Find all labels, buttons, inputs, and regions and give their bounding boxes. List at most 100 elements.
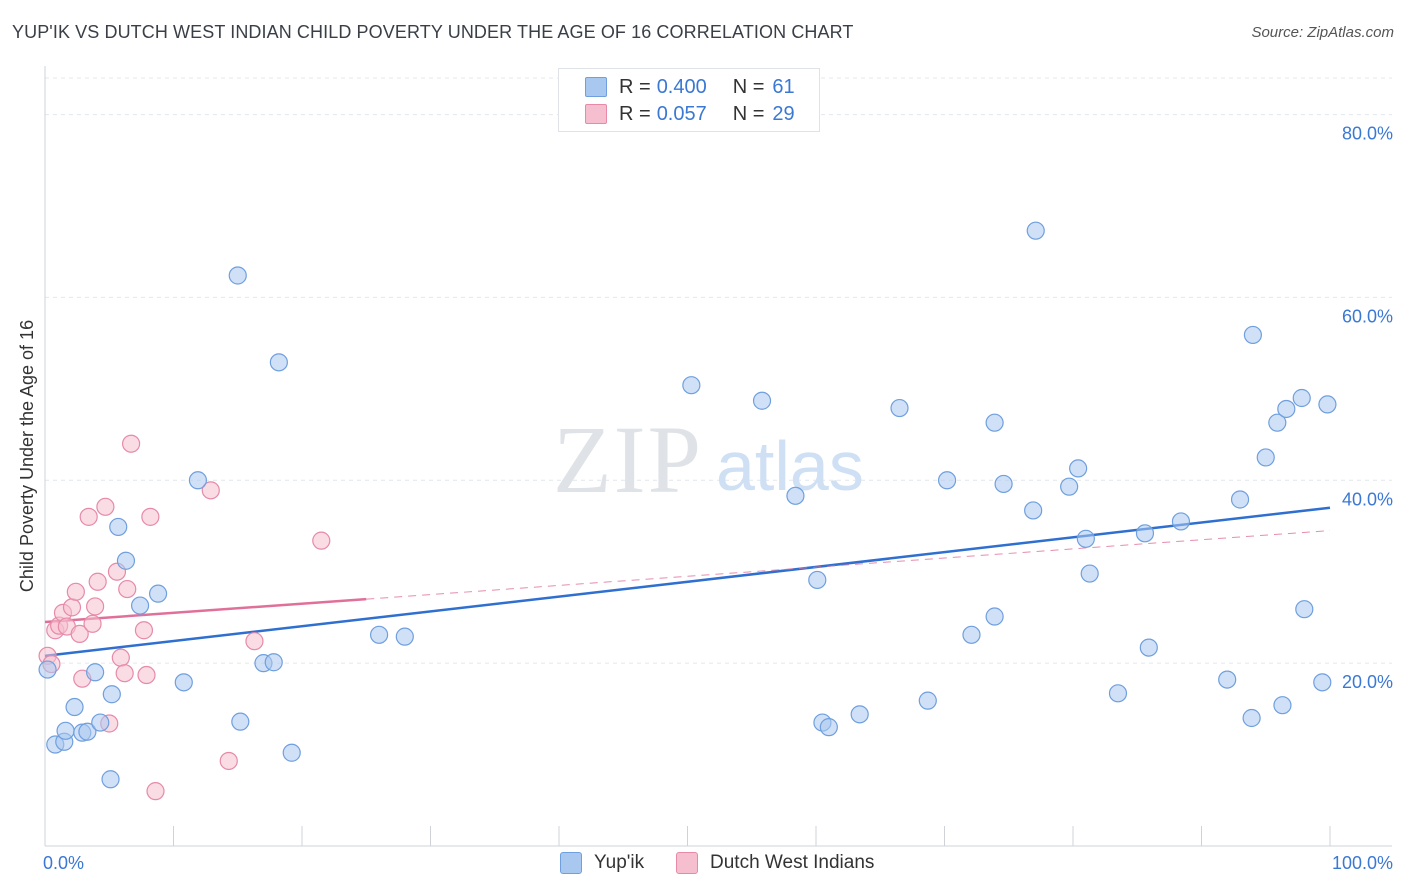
legend-r-value: 0.400 <box>656 75 707 98</box>
series-swatch-yupik <box>560 852 582 874</box>
data-points <box>38 221 1337 801</box>
data-point <box>937 471 957 490</box>
data-point <box>1230 490 1250 509</box>
legend-swatch-dutch-west-indians <box>585 104 607 124</box>
y-tick-label: 40.0% <box>1342 489 1393 509</box>
data-point <box>1277 399 1296 419</box>
trend-line <box>44 506 1331 658</box>
y-tick-label: 80.0% <box>1342 124 1393 144</box>
data-point <box>1024 501 1043 520</box>
data-point <box>231 712 250 731</box>
legend-n-label: N = <box>732 102 765 125</box>
chart-title: YUP'IK VS DUTCH WEST INDIAN CHILD POVERT… <box>12 22 854 42</box>
data-point <box>370 625 389 644</box>
data-point <box>111 648 130 667</box>
data-point <box>78 722 97 741</box>
tick-labels: 20.0% 40.0% 60.0% 80.0% 0.0% 100.0% <box>43 124 1393 873</box>
data-point <box>102 685 121 704</box>
series-label-yupik: Yup'ik <box>594 852 645 873</box>
data-point <box>38 660 57 679</box>
data-point <box>245 632 264 651</box>
data-point <box>121 434 141 453</box>
source-label: Source: ZipAtlas.com <box>1251 24 1394 41</box>
data-point <box>141 507 160 526</box>
data-point <box>1069 459 1088 478</box>
data-point <box>1273 696 1292 715</box>
watermark-zip: ZIP <box>553 406 703 513</box>
data-point <box>1256 448 1275 467</box>
data-point <box>137 665 156 685</box>
data-point <box>146 782 165 801</box>
data-point <box>86 663 105 682</box>
data-point <box>70 624 89 643</box>
series-label-dutch-west-indians: Dutch West Indians <box>710 852 875 873</box>
data-point <box>312 531 331 550</box>
series-legend-dutch-west-indians[interactable]: Dutch West Indians <box>676 852 874 874</box>
data-point <box>1292 388 1311 408</box>
data-point <box>1026 221 1045 240</box>
data-point <box>88 572 107 591</box>
data-point <box>395 627 414 646</box>
data-point <box>1295 600 1314 619</box>
data-point <box>148 584 168 603</box>
legend-r-label: R = <box>619 75 651 98</box>
data-point <box>890 398 909 418</box>
legend-n-value: 29 <box>772 102 795 125</box>
data-point <box>1313 673 1332 692</box>
data-point <box>174 673 193 692</box>
grid-lines <box>45 77 1392 664</box>
data-point <box>91 713 110 732</box>
data-point <box>62 598 82 617</box>
data-point <box>115 664 134 683</box>
watermark: ZIP atlas <box>553 406 864 513</box>
data-point <box>1135 524 1155 543</box>
trend-line-extension <box>366 530 1331 600</box>
data-point <box>79 507 98 526</box>
data-point <box>1268 413 1287 432</box>
data-point <box>819 718 838 737</box>
data-point <box>786 486 805 505</box>
y-tick-label: 20.0% <box>1342 672 1393 692</box>
series-legend-yupik[interactable]: Yup'ik <box>560 852 644 874</box>
data-point <box>65 697 84 717</box>
legend-r-value: 0.057 <box>656 102 707 125</box>
data-point <box>188 471 208 490</box>
data-point <box>1242 708 1261 728</box>
data-point <box>1080 564 1099 583</box>
data-point <box>282 743 301 762</box>
data-point <box>86 597 105 616</box>
data-point <box>228 266 247 285</box>
data-point <box>1076 529 1095 548</box>
data-point <box>109 517 128 537</box>
data-point <box>1218 670 1237 689</box>
data-point <box>96 497 115 516</box>
data-point <box>130 596 150 615</box>
series-swatch-dutch-west-indians <box>676 852 698 874</box>
legend-n-label: N = <box>732 75 765 98</box>
data-point <box>116 551 136 570</box>
data-point <box>752 391 772 410</box>
data-point <box>264 653 283 672</box>
data-point <box>985 413 1004 432</box>
data-point <box>83 614 102 633</box>
legend-swatch-yupik <box>585 77 607 97</box>
legend-r-label: R = <box>619 102 651 125</box>
data-point <box>56 721 75 740</box>
y-tick-label: 60.0% <box>1342 306 1393 326</box>
data-point <box>1171 512 1191 531</box>
data-point <box>101 770 120 789</box>
legend-row-yupik: R = 0.400 N = 61 <box>585 75 795 99</box>
data-point <box>1139 638 1158 657</box>
data-point <box>134 621 154 640</box>
x-tick-label: 100.0% <box>1332 853 1393 873</box>
y-axis-label: Child Poverty Under the Age of 16 <box>17 320 37 592</box>
data-point <box>682 376 701 395</box>
data-point <box>219 751 238 771</box>
data-point <box>1108 684 1128 703</box>
data-point <box>1243 325 1263 345</box>
axes <box>44 66 1392 847</box>
data-point <box>918 691 937 710</box>
data-point <box>850 705 869 724</box>
data-point <box>962 625 981 644</box>
